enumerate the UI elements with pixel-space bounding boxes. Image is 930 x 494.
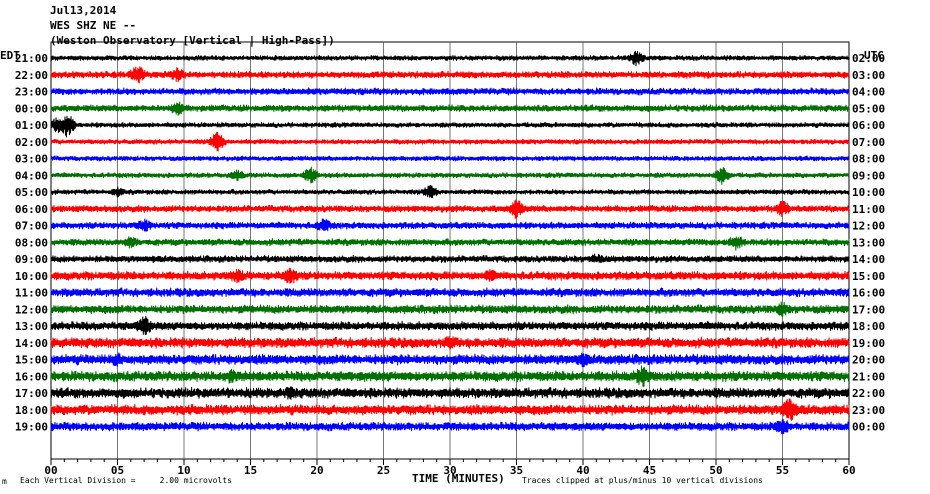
trace-0300: [50, 155, 850, 162]
x-tick-label: 00: [44, 464, 57, 477]
x-tick-label: 15: [244, 464, 257, 477]
trace-0800: [50, 236, 850, 251]
trace-2100: [50, 50, 850, 67]
x-tick-label: 20: [310, 464, 323, 477]
row-label-right: 08:00: [852, 153, 885, 166]
row-label-right: 14:00: [852, 253, 885, 266]
trace-0700: [50, 218, 850, 232]
trace-1200: [50, 301, 850, 318]
row-label-right: 05:00: [852, 102, 885, 115]
trace-0500: [50, 185, 850, 199]
row-label-left: 11:00: [15, 287, 48, 300]
row-label-right: 10:00: [852, 186, 885, 199]
trace-1100: [50, 287, 850, 298]
trace-0600: [50, 199, 850, 219]
corner-mark: m: [2, 477, 7, 486]
row-label-right: 21:00: [852, 370, 885, 383]
trace-2200: [50, 66, 850, 84]
row-label-left: 09:00: [15, 253, 48, 266]
trace-1600: [50, 365, 850, 388]
row-label-right: 04:00: [852, 86, 885, 99]
row-label-left: 18:00: [15, 404, 48, 417]
trace-0400: [50, 166, 850, 185]
x-tick-label: 10: [177, 464, 190, 477]
row-label-left: 12:00: [15, 303, 48, 316]
row-label-left: 15:00: [15, 354, 48, 367]
trace-0200: [50, 131, 850, 152]
trace-1700: [50, 386, 850, 400]
x-tick-label: 50: [709, 464, 722, 477]
row-label-right: 16:00: [852, 287, 885, 300]
left-timezone-label: EDT: [0, 49, 20, 62]
row-label-left: 17:00: [15, 387, 48, 400]
right-timezone-label: UTC: [864, 49, 884, 62]
row-label-left: 05:00: [15, 186, 48, 199]
row-label-right: 20:00: [852, 354, 885, 367]
vertical-division-note: Each Vertical Division = 2.00 microvolts: [20, 476, 232, 485]
row-label-left: 19:00: [15, 421, 48, 434]
x-axis-title: TIME (MINUTES): [412, 472, 505, 485]
row-label-right: 03:00: [852, 69, 885, 82]
trace-0100: [50, 115, 850, 138]
row-label-left: 04:00: [15, 169, 48, 182]
row-label-right: 13:00: [852, 236, 885, 249]
station-code: WES SHZ NE --: [50, 19, 137, 32]
row-label-right: 07:00: [852, 136, 885, 149]
row-label-right: 11:00: [852, 203, 885, 216]
x-tick-label: 60: [842, 464, 855, 477]
row-label-right: 22:00: [852, 387, 885, 400]
row-label-right: 12:00: [852, 220, 885, 233]
trace-1800: [50, 398, 850, 421]
row-label-left: 10:00: [15, 270, 48, 283]
row-label-left: 08:00: [15, 236, 48, 249]
row-label-right: 19:00: [852, 337, 885, 350]
row-label-left: 01:00: [15, 119, 48, 132]
row-label-right: 18:00: [852, 320, 885, 333]
x-tick-label: 45: [643, 464, 656, 477]
row-label-left: 03:00: [15, 153, 48, 166]
row-label-left: 23:00: [15, 86, 48, 99]
row-label-left: 16:00: [15, 370, 48, 383]
x-tick-label: 35: [510, 464, 523, 477]
row-label-left: 13:00: [15, 320, 48, 333]
trace-1900: [50, 418, 850, 435]
row-label-left: 07:00: [15, 220, 48, 233]
row-label-right: 23:00: [852, 404, 885, 417]
row-label-left: 02:00: [15, 136, 48, 149]
row-label-right: 09:00: [852, 169, 885, 182]
observatory-name: (Weston Observatory [Vertical | High-Pas…: [50, 34, 335, 47]
trace-1500: [50, 352, 850, 368]
row-label-left: 22:00: [15, 69, 48, 82]
trace-1300: [50, 315, 850, 335]
x-tick-label: 25: [377, 464, 390, 477]
row-label-right: 17:00: [852, 303, 885, 316]
trace-1000: [50, 267, 850, 284]
row-label-left: 21:00: [15, 52, 48, 65]
x-tick-label: 30: [443, 464, 456, 477]
clip-note: Traces clipped at plus/minus 10 vertical…: [522, 476, 763, 485]
row-label-left: 06:00: [15, 203, 48, 216]
trace-1400: [50, 336, 850, 350]
row-label-right: 02:00: [852, 52, 885, 65]
row-label-right: 06:00: [852, 119, 885, 132]
trace-2300: [50, 87, 850, 96]
trace-0000: [50, 101, 850, 116]
row-label-right: 15:00: [852, 270, 885, 283]
x-tick-label: 55: [776, 464, 789, 477]
plot-date: Jul13,2014: [50, 4, 117, 17]
row-label-right: 00:00: [852, 421, 885, 434]
trace-0900: [50, 253, 850, 264]
x-tick-label: 40: [576, 464, 589, 477]
x-tick-label: 05: [111, 464, 124, 477]
row-label-left: 00:00: [15, 102, 48, 115]
row-label-left: 14:00: [15, 337, 48, 350]
